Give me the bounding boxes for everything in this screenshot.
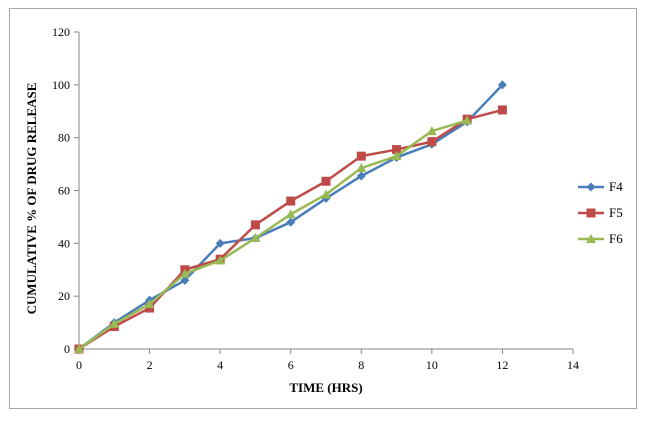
data-point-f6 (426, 126, 437, 136)
data-point-f6 (356, 163, 367, 173)
data-point-f4 (286, 217, 296, 227)
y-tick-label: 40 (58, 236, 70, 250)
legend-label-f6: F6 (609, 231, 623, 246)
data-point-f5 (250, 220, 260, 230)
data-point-f4 (180, 275, 190, 285)
x-tick-label: 2 (147, 358, 153, 372)
legend-marker-f6 (586, 234, 596, 243)
legend: F4 F5 F6 (578, 179, 623, 246)
data-point-f5 (286, 196, 296, 206)
data-point-f5 (427, 137, 437, 147)
axes: 0 20 40 60 80 100 120 0 2 4 6 8 10 12 14 (52, 25, 579, 372)
y-tick-label: 80 (58, 131, 70, 145)
data-point-f6 (109, 318, 120, 328)
series-f5 (74, 105, 507, 354)
data-point-f6 (462, 115, 473, 125)
data-point-f4 (497, 80, 507, 90)
data-point-f5 (321, 176, 331, 186)
legend-marker-f5 (586, 208, 596, 218)
legend-item-f4: F4 (578, 179, 623, 194)
series-f6 (74, 115, 473, 353)
series-line-f6 (78, 119, 468, 351)
legend-label-f4: F4 (609, 179, 623, 194)
x-tick-label: 14 (567, 358, 579, 372)
legend-marker-f4 (586, 182, 596, 192)
y-tick-label: 60 (58, 184, 70, 198)
data-point-f5 (497, 105, 507, 115)
x-tick-label: 12 (496, 358, 508, 372)
data-point-f5 (356, 151, 366, 161)
y-axis-title: CUMULATIVE % OF DRUG RELEASE (24, 83, 39, 315)
legend-item-f5: F5 (578, 205, 623, 220)
y-tick-label: 120 (52, 25, 70, 39)
x-axis-title: TIME (HRS) (289, 380, 362, 395)
data-point-f6 (285, 209, 296, 219)
data-point-f6 (391, 151, 402, 161)
x-tick-label: 0 (76, 358, 82, 372)
data-point-f6 (321, 189, 331, 199)
data-point-f4 (215, 238, 225, 248)
data-point-f6 (250, 233, 261, 243)
x-tick-label: 10 (426, 358, 438, 372)
series-layer (74, 80, 507, 354)
data-point-f6 (215, 255, 226, 265)
x-tick-label: 6 (288, 358, 294, 372)
legend-label-f5: F5 (609, 205, 623, 220)
data-point-f6 (144, 299, 155, 309)
y-tick-label: 100 (52, 78, 70, 92)
data-point-f6 (74, 344, 84, 353)
legend-item-f6: F6 (578, 231, 623, 246)
y-tick-label: 0 (64, 342, 70, 356)
chart-frame (9, 8, 637, 409)
data-point-f6 (179, 268, 190, 278)
data-point-f4 (356, 171, 366, 181)
series-line-f5 (78, 108, 503, 351)
data-point-f5 (392, 145, 402, 155)
x-tick-label: 8 (358, 358, 364, 372)
y-tick-label: 20 (58, 289, 70, 303)
x-tick-label: 4 (217, 358, 223, 372)
